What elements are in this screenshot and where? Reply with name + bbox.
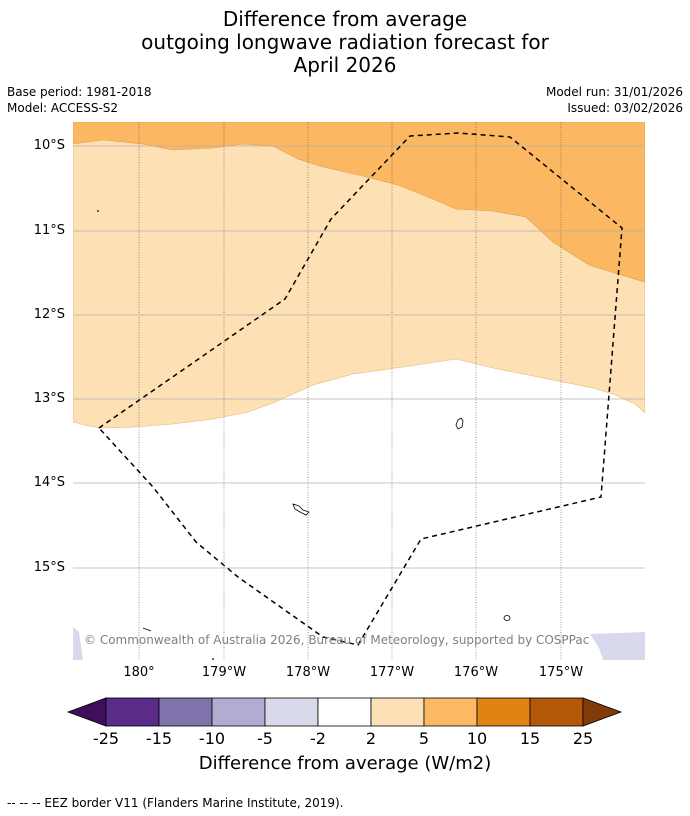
negative-anomaly-patch-sw bbox=[73, 627, 83, 660]
colorbar-seg-15-25 bbox=[529, 697, 584, 727]
colorbar bbox=[66, 697, 623, 727]
base-period: Base period: 1981-2018 bbox=[7, 85, 152, 99]
colorbar-extend-high bbox=[582, 697, 623, 727]
islet-north bbox=[97, 210, 99, 212]
colorbar-extend-low bbox=[66, 697, 107, 727]
colorbar-tick-neg25: -25 bbox=[92, 729, 120, 748]
colorbar-seg-neg25-neg15 bbox=[105, 697, 160, 727]
lat-label-12s: 12°S bbox=[33, 307, 65, 322]
colorbar-tick-5: 5 bbox=[418, 729, 430, 748]
lat-label-13s: 13°S bbox=[33, 391, 65, 406]
colorbar-seg-neg15-neg10 bbox=[158, 697, 213, 727]
colorbar-tick-15: 15 bbox=[519, 729, 541, 748]
colorbar-seg-2-5 bbox=[370, 697, 425, 727]
negative-anomaly-patch-se bbox=[590, 632, 645, 660]
colorbar-tick-neg2: -2 bbox=[310, 729, 326, 748]
title-line-1: Difference from average bbox=[222, 7, 468, 31]
map-panel bbox=[73, 122, 645, 660]
island-southwest bbox=[142, 627, 152, 632]
colorbar-tick-10: 10 bbox=[466, 729, 488, 748]
island-central bbox=[292, 503, 310, 516]
lon-label-176w: 176°W bbox=[453, 665, 499, 680]
lat-label-15s: 15°S bbox=[33, 560, 65, 575]
colorbar-tick-neg10: -10 bbox=[198, 729, 226, 748]
graticule bbox=[73, 122, 645, 660]
model-run: Model run: 31/01/2026 bbox=[545, 85, 683, 99]
islet-south bbox=[212, 658, 214, 660]
model-name: Model: ACCESS-S2 bbox=[7, 101, 119, 115]
islands bbox=[97, 210, 511, 660]
meta-left: Base period: 1981-2018 Model: ACCESS-S2 bbox=[7, 84, 152, 116]
title-line-3: April 2026 bbox=[293, 53, 397, 77]
lat-label-11s: 11°S bbox=[33, 223, 65, 238]
meta-right: Model run: 31/01/2026 Issued: 03/02/2026 bbox=[546, 84, 683, 116]
title-line-2: outgoing longwave radiation forecast for bbox=[141, 30, 549, 54]
colorbar-seg-neg10-neg5 bbox=[211, 697, 266, 727]
lat-label-14s: 14°S bbox=[33, 475, 65, 490]
island-east bbox=[455, 417, 464, 430]
issued-date: Issued: 03/02/2026 bbox=[567, 101, 683, 115]
lon-label-177w: 177°W bbox=[369, 665, 415, 680]
colorbar-tick-neg15: -15 bbox=[145, 729, 173, 748]
colorbar-tick-2: 2 bbox=[365, 729, 377, 748]
colorbar-seg-10-15 bbox=[476, 697, 531, 727]
colorbar-seg-5-10 bbox=[423, 697, 478, 727]
lon-label-180: 180° bbox=[123, 665, 155, 680]
anomaly-band-5-10 bbox=[73, 122, 645, 283]
lon-label-178w: 178°W bbox=[285, 665, 331, 680]
chart-title: Difference from average outgoing longwav… bbox=[0, 8, 690, 77]
lon-label-175w: 175°W bbox=[538, 665, 584, 680]
eez-legend: -- -- -- EEZ border V11 (Flanders Marine… bbox=[7, 796, 344, 810]
colorbar-tick-neg5: -5 bbox=[257, 729, 273, 748]
colorbar-seg-neg5-neg2 bbox=[264, 697, 319, 727]
colorbar-seg-neg2-2 bbox=[317, 697, 372, 727]
colorbar-title: Difference from average (W/m2) bbox=[198, 753, 492, 774]
lat-label-10s: 10°S bbox=[33, 138, 65, 153]
copyright-notice: © Commonwealth of Australia 2026, Bureau… bbox=[84, 633, 590, 647]
lon-label-179w: 179°W bbox=[201, 665, 247, 680]
island-southeast bbox=[503, 615, 511, 621]
colorbar-tick-25: 25 bbox=[572, 729, 594, 748]
eez-border bbox=[97, 132, 623, 646]
